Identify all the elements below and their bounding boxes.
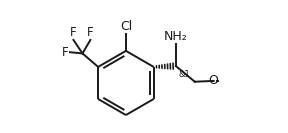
Text: F: F <box>87 26 94 39</box>
Text: &1: &1 <box>178 70 190 79</box>
Text: O: O <box>208 74 218 87</box>
Text: F: F <box>70 26 77 39</box>
Text: Cl: Cl <box>120 20 132 33</box>
Text: F: F <box>62 46 68 59</box>
Text: NH₂: NH₂ <box>164 30 188 43</box>
